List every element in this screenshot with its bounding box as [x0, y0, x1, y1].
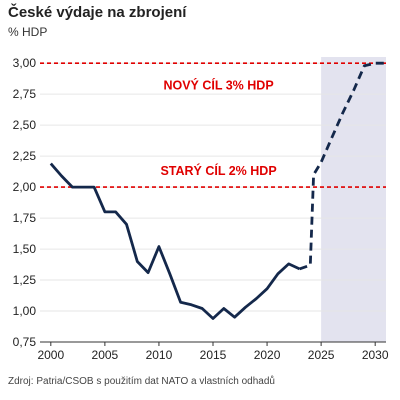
y-tick-label: 1,00: [13, 304, 37, 318]
series-line-forecast: [299, 61, 386, 271]
threshold-label: STARÝ CÍL 2% HDP: [160, 163, 276, 178]
x-tick-label: 2000: [37, 348, 64, 362]
x-tick-label: 2025: [308, 348, 335, 362]
y-tick-label: 2,25: [13, 149, 37, 163]
chart-subtitle-unit: % HDP: [8, 25, 48, 39]
y-tick-label: 3,00: [13, 56, 37, 70]
y-tick-label: 2,00: [13, 180, 37, 194]
forecast-band-layer: [321, 57, 386, 342]
chart-title: České výdaje na zbrojení: [8, 4, 187, 21]
y-tick-label: 0,75: [13, 335, 37, 349]
threshold-layer: [40, 62, 386, 188]
x-tick-label: 2010: [146, 348, 173, 362]
y-tick-label: 1,25: [13, 273, 37, 287]
x-tick-label: 2020: [254, 348, 281, 362]
y-tick-label: 2,75: [13, 87, 37, 101]
forecast-band: [321, 57, 386, 342]
y-tick-label: 1,50: [13, 242, 37, 256]
x-tick-label: 2015: [200, 348, 227, 362]
threshold-label: NOVÝ CÍL 3% HDP: [163, 78, 273, 93]
axis-layer: 0,75 1,00 1,25 1,50 1,75 2,00 2,25 2,50 2,75 3,00…: [13, 56, 389, 362]
series-line-actual: [49, 162, 301, 320]
y-tick-label: 1,75: [13, 211, 37, 225]
x-tick-label: 2005: [92, 348, 119, 362]
source-note: Zdroj: Patria/CSOB s použitím dat NATO a…: [8, 376, 275, 387]
annotation-layer: NOVÝ CÍL 3% HDP STARÝ CÍL 2% HDP: [160, 78, 276, 179]
series-layer: [49, 61, 386, 320]
y-tick-label: 2,50: [13, 118, 37, 132]
x-tick-label: 2030: [362, 348, 389, 362]
